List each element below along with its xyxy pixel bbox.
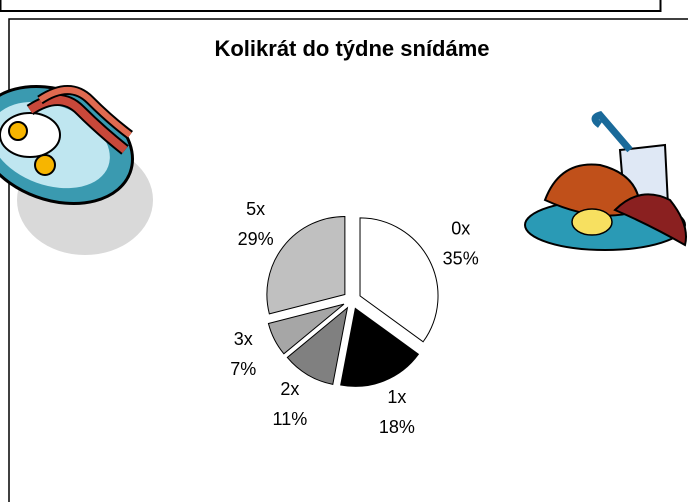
slice-category-label: 2x	[280, 379, 299, 399]
pie-slice	[267, 303, 345, 355]
slice-category-label: 3x	[234, 329, 253, 349]
slice-value-label: 18%	[379, 417, 415, 437]
slide-frame	[8, 18, 688, 502]
slice-value-label: 11%	[273, 409, 308, 429]
pie-slice	[340, 307, 420, 387]
chart-title: Kolikrát do týdne snídáme	[214, 36, 489, 61]
slice-category-label: 0x	[451, 218, 470, 238]
slice-value-label: 7%	[230, 359, 256, 379]
slice-category-label: 1x	[387, 387, 406, 407]
pie-slice	[266, 215, 346, 315]
slice-value-label: 35%	[443, 248, 479, 268]
pie-slice	[286, 306, 349, 385]
top-frame	[0, 0, 662, 12]
breakfast-pastry-clipart	[524, 110, 687, 251]
pie-slice	[359, 217, 439, 343]
slice-category-label: 5x	[246, 199, 265, 219]
slice-value-label: 29%	[238, 229, 274, 249]
breakfast-eggs-clipart	[0, 85, 153, 255]
